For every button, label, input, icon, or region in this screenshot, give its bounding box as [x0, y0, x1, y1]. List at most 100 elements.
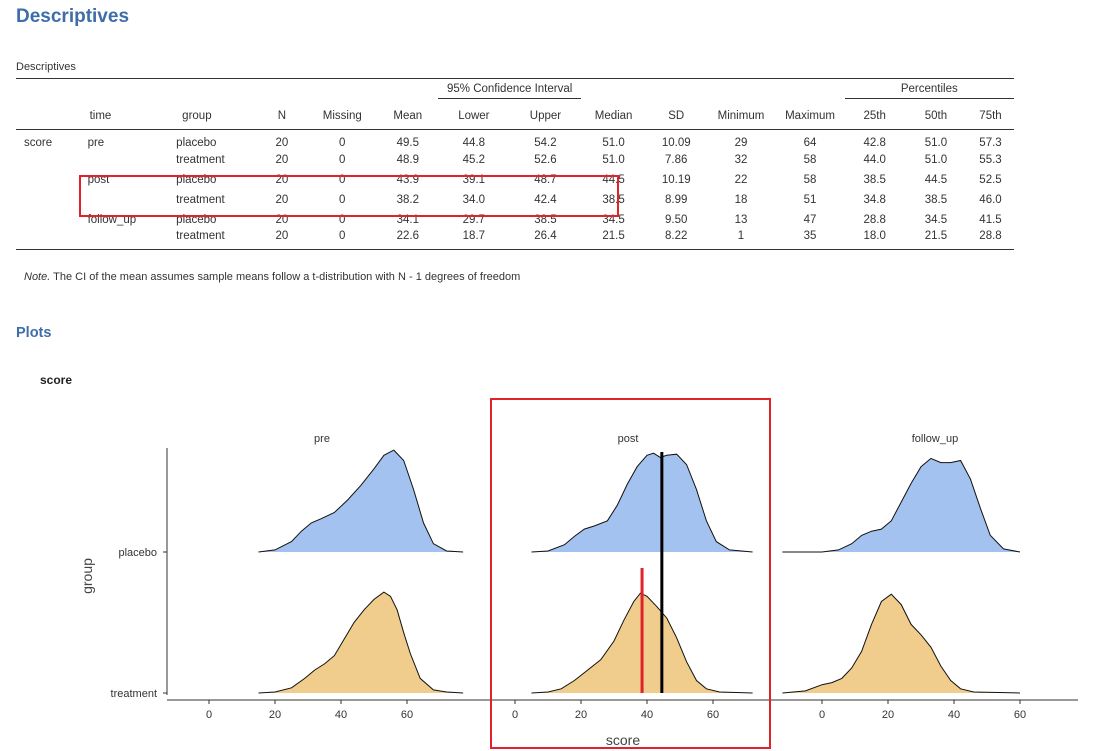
column-header: 25th	[863, 110, 886, 122]
table-cell: 51.0	[924, 136, 948, 149]
x-tick-label: 0	[819, 709, 825, 721]
placebo-density-line	[258, 449, 464, 553]
table-cell: 38.2	[396, 193, 419, 206]
column-header: 50th	[924, 110, 948, 122]
table-cell: placebo	[176, 136, 217, 149]
table-row: treatment 20 0 38.2 34.0 42.4 38.5 8.99 18 51 34.8…	[16, 190, 1014, 210]
x-tick-label: 40	[948, 709, 960, 721]
table-row: score pre placebo 20 0 49.5 44.8 54.2 51.0 10.09 2…	[16, 130, 1014, 150]
table-cell: 38.5	[863, 173, 886, 186]
column-header: N	[277, 110, 286, 122]
table-column-header-row: time group N Missing Mean Lower Upper Median SD M…	[16, 103, 1014, 130]
table-cell: 42.4	[534, 193, 557, 206]
x-tick-label: 60	[707, 709, 719, 721]
note-label: Note.	[24, 271, 51, 283]
table-cell: 10.19	[661, 173, 691, 186]
table-cell: 47	[803, 213, 817, 226]
table-cell: 28.8	[979, 230, 1002, 243]
table-cell: pre	[87, 136, 105, 149]
table-cell: 0	[339, 230, 346, 243]
descriptives-table: 95% Confidence Interval Percentiles time…	[16, 78, 1014, 250]
table-cell: treatment	[176, 230, 225, 243]
table-cell: 13	[734, 213, 748, 226]
x-tick-label: 40	[641, 709, 653, 721]
column-header: 75th	[979, 110, 1002, 122]
table-cell: 20	[275, 136, 289, 149]
table-cell: 45.2	[462, 153, 486, 166]
note-text: The CI of the mean assumes sample means …	[50, 271, 521, 283]
table-cell	[16, 230, 62, 250]
x-tick-label: 20	[269, 709, 281, 721]
table-cell: 58	[803, 153, 817, 166]
table-cell: 28.8	[863, 213, 886, 226]
table-cell: 21.5	[924, 230, 948, 243]
table-cell: 32	[734, 153, 748, 166]
table-cell: 64	[803, 136, 817, 149]
plot-title: score	[40, 373, 73, 387]
column-header: group	[182, 110, 212, 122]
table-cell: 0	[339, 153, 346, 166]
placebo-density-area	[531, 453, 753, 552]
x-tick-label: 0	[206, 709, 212, 721]
facet-label: follow_up	[912, 433, 958, 445]
table-cell: 38.5	[924, 193, 948, 206]
table-row: treatment 20 0 48.9 45.2 52.6 51.0 7.86 32 58 44.0…	[16, 150, 1014, 170]
table-cell: 44.8	[462, 136, 486, 149]
table-cell: 41.5	[979, 213, 1002, 226]
table-cell: 8.99	[665, 193, 688, 206]
column-header: SD	[668, 110, 685, 122]
x-tick-label: 20	[882, 709, 894, 721]
table-cell: 9.50	[665, 213, 688, 226]
ridgeline-plot: placebo treatment group pre 0 20 40 60 post 0 20 40…	[79, 433, 1078, 748]
table-cell: 52.5	[979, 173, 1002, 186]
table-cell: treatment	[176, 193, 225, 206]
table-cell: 1	[737, 230, 745, 243]
table-cell: 20	[275, 230, 289, 243]
column-header: time	[89, 110, 112, 122]
facet-label: pre	[314, 433, 330, 445]
treatment-density-area	[258, 592, 464, 693]
table-cell: 8.22	[665, 230, 688, 243]
placebo-density-line	[531, 452, 753, 553]
table-cell: treatment	[176, 153, 225, 166]
x-tick-label: 60	[401, 709, 413, 721]
post-facet-highlight-box	[490, 398, 771, 749]
table-cell: 26.4	[534, 230, 557, 243]
table-cell: 44.5	[924, 173, 948, 186]
table-cell: 35	[803, 230, 817, 243]
table-row: treatment 20 0 22.6 18.7 26.4 21.5 8.22 1 35 18.0 2…	[16, 230, 1014, 250]
table-cell: 0	[339, 193, 346, 206]
table-cell: 51	[803, 193, 817, 206]
table-cell: 0	[339, 136, 346, 149]
table-title: Descriptives	[16, 61, 76, 73]
table-cell: 58	[803, 173, 817, 186]
table-cell: 54.2	[534, 136, 557, 149]
table-cell: 7.86	[665, 153, 688, 166]
table-cell: 18.7	[462, 230, 486, 243]
percentiles-group-header: Percentiles	[844, 83, 1014, 99]
x-tick-label: 20	[575, 709, 587, 721]
table-cell: 34.0	[462, 193, 486, 206]
table-cell: 20	[275, 153, 289, 166]
table-cell: 18.0	[863, 230, 886, 243]
x-tick-label: 0	[512, 709, 518, 721]
table-group-header-row: 95% Confidence Interval Percentiles	[16, 78, 1014, 104]
table-cell: 29	[734, 136, 748, 149]
column-header: Missing	[322, 110, 362, 122]
table-cell: 38.5	[602, 193, 625, 206]
column-header: Minimum	[717, 110, 765, 122]
table-cell: 0	[339, 213, 346, 226]
table-cell: 22	[734, 173, 748, 186]
table-cell: 0	[339, 173, 346, 186]
table-cell: 57.3	[979, 136, 1002, 149]
table-cell: 49.5	[396, 136, 419, 149]
y-axis-title: group	[79, 558, 95, 594]
table-cell	[16, 170, 62, 190]
table-cell	[16, 150, 62, 170]
table-cell: 21.5	[602, 230, 625, 243]
table-cell: 44.0	[863, 153, 886, 166]
x-tick-label: 60	[1014, 709, 1026, 721]
column-header: Median	[594, 110, 633, 122]
table-cell: 55.3	[979, 153, 1002, 166]
table-cell: 46.0	[979, 193, 1002, 206]
